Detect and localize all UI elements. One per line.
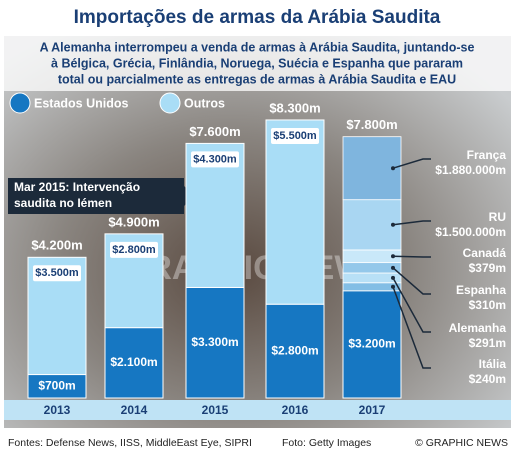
connector-dot: [391, 222, 395, 227]
x-tick-label: 2013: [44, 403, 71, 417]
total-label: $7.600m: [189, 124, 240, 139]
connector-dot: [391, 166, 395, 171]
breakdown-name: Alemanha: [449, 321, 507, 335]
value-label: $4.300m: [193, 153, 237, 165]
legend-swatch: [9, 92, 31, 114]
subtitle-line: total ou parcialmente as entregas de arm…: [58, 72, 456, 86]
value-label-bg: [33, 265, 81, 282]
bar-segment: [104, 327, 164, 399]
value-label: $700m: [38, 378, 75, 392]
connector-dot: [391, 254, 395, 259]
connector: [392, 277, 431, 333]
subtitle-bg: [4, 36, 511, 91]
x-tick-label: 2017: [359, 403, 386, 417]
connector: [392, 220, 431, 226]
annotation: Mar 2015: Intervenção: [14, 180, 140, 194]
year-band: [4, 400, 511, 420]
subtitle-line: A Alemanha interrompeu a venda de armas …: [40, 40, 475, 54]
connector: [392, 255, 431, 258]
subtitle-line: à Bélgica, Grécia, Finlândia, Noruega, S…: [51, 56, 463, 70]
value-label: $3.500m: [35, 267, 79, 279]
value-label: $5.500m: [273, 130, 317, 142]
x-tick-label: 2014: [121, 403, 148, 417]
total-label: $8.300m: [269, 100, 320, 115]
bar-segment: [265, 119, 325, 305]
x-tick-label: 2016: [282, 403, 309, 417]
legend-label: Outros: [184, 96, 225, 110]
connector: [392, 267, 431, 295]
chart-title: Importações de armas da Arábia Saudita: [74, 7, 441, 28]
total-label: $4.200m: [31, 238, 82, 253]
breakdown-value-label: $379m: [469, 261, 506, 275]
copyright: © GRAPHIC NEWS: [415, 437, 508, 449]
breakdown-name: Espanha: [456, 283, 506, 297]
bar-segment: [265, 303, 325, 399]
breakdown-name: Itália: [479, 357, 507, 371]
value-label: $2.800m: [112, 244, 156, 256]
x-tick-label: 2015: [202, 403, 229, 417]
source: Fontes: Defense News, IISS, MiddleEast E…: [8, 437, 252, 449]
breakdown-value-label: $291m: [469, 336, 506, 350]
connector-dot: [391, 275, 395, 280]
connector: [392, 286, 431, 369]
breakdown-name: RU: [489, 210, 506, 224]
value-label-bg: [271, 127, 319, 144]
annotation: saudita no Iémen: [14, 196, 112, 210]
legend-swatch: [159, 92, 181, 114]
value-label: $3.300m: [191, 335, 238, 349]
value-label-bg: [191, 151, 239, 168]
breakdown-value-label: $1.880.000m: [435, 163, 506, 177]
breakdown-name: Canadá: [463, 246, 507, 260]
value-label-bg: [110, 241, 158, 258]
breakdown-value-label: $310m: [469, 298, 506, 312]
annotation-box: [8, 178, 184, 214]
legend-label: Estados Unidos: [34, 96, 129, 110]
bar-segment: [342, 290, 402, 399]
breakdown-name: França: [467, 148, 507, 162]
total-label: $4.900m: [108, 214, 159, 229]
bar-segment: [185, 142, 245, 288]
value-label: $2.800m: [271, 343, 318, 357]
footer-bg: [0, 432, 515, 457]
photo-credit: Foto: Getty Images: [282, 437, 371, 449]
bar-segment: [185, 286, 245, 399]
total-label: $7.800m: [346, 117, 397, 132]
value-label: $2.100m: [110, 355, 157, 369]
value-label: $3.200m: [348, 337, 395, 351]
breakdown-value-label: $1.500.000m: [435, 225, 506, 239]
connector-dot: [391, 284, 395, 289]
connector-dot: [391, 265, 395, 270]
breakdown-value-label: $240m: [469, 372, 506, 386]
photo-bg: [4, 36, 511, 428]
connector: [392, 158, 431, 169]
